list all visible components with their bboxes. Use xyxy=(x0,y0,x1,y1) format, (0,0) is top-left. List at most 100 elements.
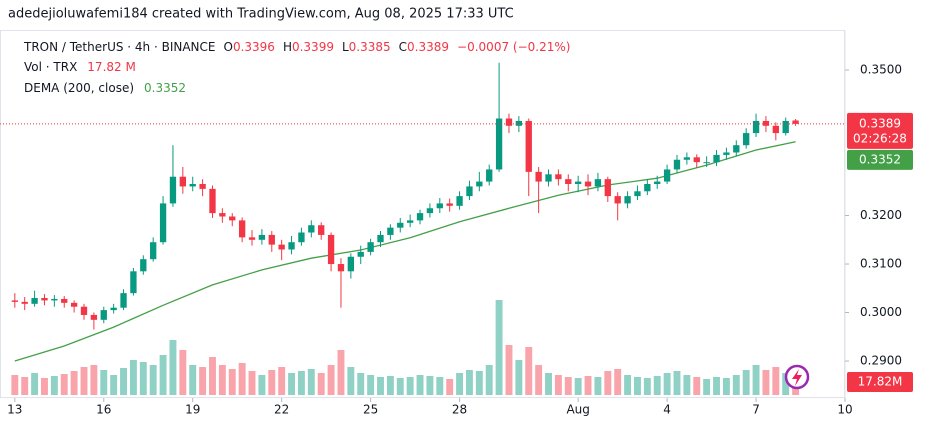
candle-body xyxy=(130,271,137,294)
candle-body xyxy=(752,120,760,134)
volume-bar xyxy=(456,373,464,395)
volume-bar xyxy=(169,340,177,395)
candle-body xyxy=(80,306,88,315)
volume-bar xyxy=(545,373,552,395)
volume-bar xyxy=(722,378,730,395)
volume-bar xyxy=(396,378,404,395)
candle-body xyxy=(337,264,345,272)
volume-bar xyxy=(505,345,513,395)
candle-body xyxy=(426,208,434,214)
volume-bar xyxy=(772,367,780,395)
volume-bar xyxy=(327,365,335,395)
volume-bar xyxy=(762,370,770,395)
volume-bar xyxy=(475,371,483,395)
volume-bar xyxy=(100,370,108,395)
volume-bar xyxy=(41,378,48,395)
candle-body xyxy=(357,251,364,257)
candle-body xyxy=(61,298,68,303)
volume-bar xyxy=(209,357,216,395)
volume-bar xyxy=(633,377,641,395)
candle-body xyxy=(298,232,305,243)
volume-axis-label: 17.82M xyxy=(858,375,903,389)
last-price-box xyxy=(847,112,913,149)
volume-bar xyxy=(713,377,720,395)
x-tick-label: 13 xyxy=(7,403,22,417)
volume-bar xyxy=(307,369,315,395)
header: adedejioluwafemi184 created with Trading… xyxy=(8,7,514,22)
candle-body xyxy=(150,242,157,260)
candle-body xyxy=(476,181,483,187)
candle-body xyxy=(594,179,602,187)
countdown: 02:26:28 xyxy=(853,131,907,145)
candle-body xyxy=(120,293,127,308)
legend-volume: Vol · TRX 17.82 M xyxy=(24,60,136,74)
symbol: TRON / TetherUS · 4h · BINANCE xyxy=(23,40,215,54)
candle-body xyxy=(574,181,582,185)
volume-bar xyxy=(120,368,127,395)
candle-body xyxy=(555,174,562,180)
dema-name: DEMA (200, close) xyxy=(24,81,134,95)
volume-bar xyxy=(238,363,246,395)
volume-bar xyxy=(485,365,493,395)
dema-box xyxy=(847,149,913,170)
candle-body xyxy=(209,188,216,214)
candle-body xyxy=(416,213,424,221)
candle-body xyxy=(535,171,542,182)
y-tick-label: 0.3100 xyxy=(860,257,902,271)
x-tick-label: 16 xyxy=(96,403,111,417)
candle-body xyxy=(318,225,325,235)
x-tick-label: 22 xyxy=(274,403,289,417)
candle-body xyxy=(11,300,18,302)
candle-body xyxy=(288,242,295,250)
last-price-label: 0.3389 xyxy=(859,116,901,130)
candle-body xyxy=(347,256,355,272)
candle-body xyxy=(179,176,186,187)
volume-bar xyxy=(752,365,760,395)
volume-bar xyxy=(673,371,681,395)
candle-body xyxy=(772,125,779,134)
volume-bar xyxy=(189,365,197,395)
volume-bar xyxy=(614,369,622,395)
volume-bar xyxy=(139,362,147,395)
volume-bar xyxy=(129,360,137,395)
dema-value: 0.3352 xyxy=(144,81,186,95)
volume-bar xyxy=(465,370,473,395)
candle-body xyxy=(308,225,315,233)
x-tick-label: 4 xyxy=(663,403,671,417)
candle-body xyxy=(683,157,691,160)
volume-bar xyxy=(604,371,612,395)
dema-line xyxy=(14,141,796,362)
candle-body xyxy=(278,244,285,250)
volume-bar xyxy=(50,376,58,395)
candle-body xyxy=(100,310,107,320)
candle-body xyxy=(584,181,592,187)
volume-bar xyxy=(149,365,157,395)
x-tick-label: 28 xyxy=(452,403,467,417)
candle-body xyxy=(525,120,532,172)
volume-bar xyxy=(367,375,375,395)
volume-bar xyxy=(179,350,187,395)
candle-body xyxy=(703,162,710,164)
candle-body xyxy=(21,301,28,304)
candle-body xyxy=(545,174,552,182)
ohlc-label: L xyxy=(342,40,349,54)
volume-bar xyxy=(347,367,355,395)
ohlc-label: H xyxy=(283,40,292,54)
volume-bar xyxy=(436,377,444,395)
y-tick-label: 0.3200 xyxy=(860,208,902,222)
candle-body xyxy=(466,186,473,197)
icon-bolt[interactable] xyxy=(792,369,802,386)
volume-bar xyxy=(258,375,266,395)
candle-body xyxy=(733,145,740,153)
alert-icon[interactable] xyxy=(784,364,810,390)
volume-bar xyxy=(446,379,454,395)
volume-bar xyxy=(653,376,661,395)
volume-bar xyxy=(693,377,701,395)
candle-body xyxy=(565,179,572,185)
candle-body xyxy=(238,220,246,238)
candle-body xyxy=(258,234,266,240)
volume-bar xyxy=(525,347,533,395)
